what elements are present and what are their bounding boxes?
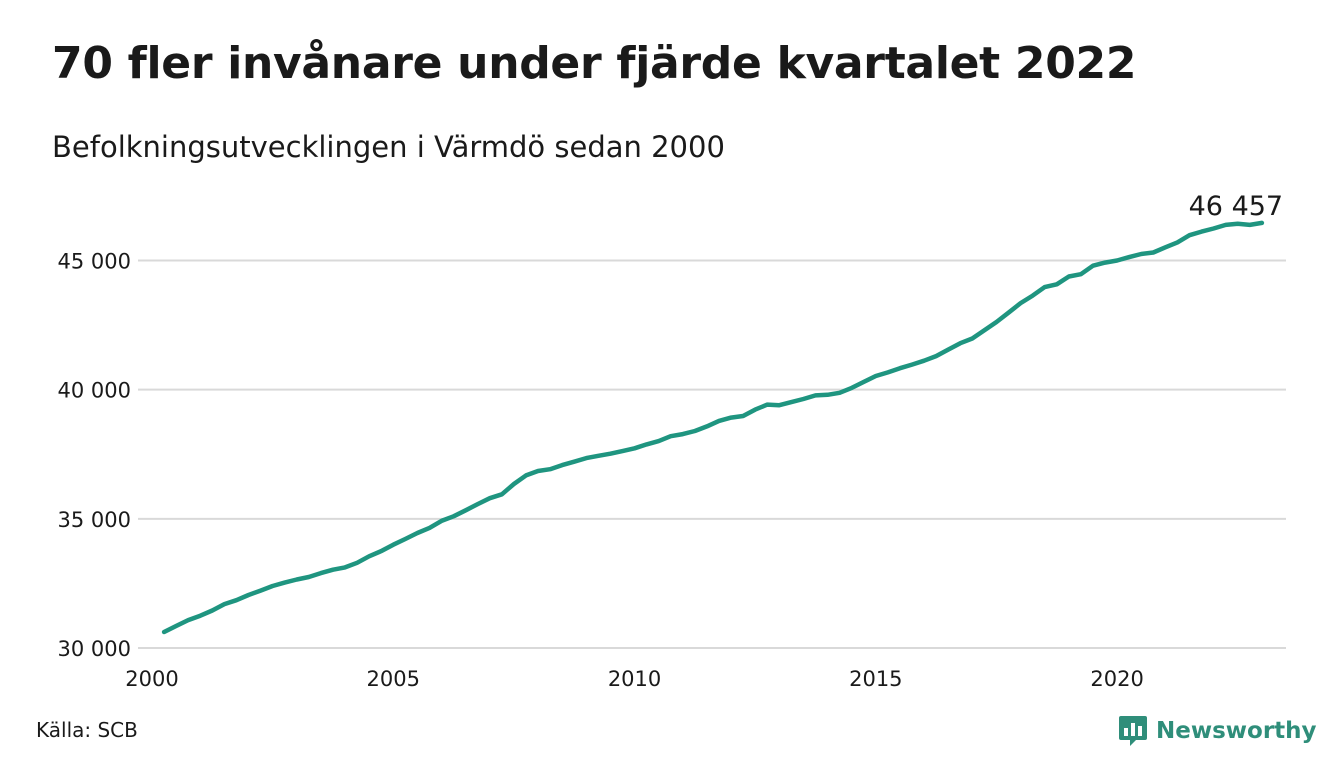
source-label: Källa: SCB (36, 718, 138, 742)
y-tick-label: 30 000 (58, 637, 131, 661)
x-tick-label: 2010 (608, 667, 661, 691)
y-tick-label: 40 000 (58, 379, 131, 403)
x-tick-label: 2000 (125, 667, 178, 691)
x-tick-label: 2020 (1090, 667, 1143, 691)
x-tick-label: 2015 (849, 667, 902, 691)
chart-subtitle: Befolkningsutvecklingen i Värmdö sedan 2… (52, 130, 725, 164)
brand-logo: Newsworthy (1118, 714, 1317, 748)
newsworthy-logo-icon (1119, 716, 1147, 746)
x-tick-label: 2005 (367, 667, 420, 691)
end-value-label: 46 457 (1189, 191, 1283, 222)
x-axis-ticks: 2000 2005 2010 2015 2020 (125, 667, 1144, 691)
population-line (161, 220, 1265, 635)
chart-title: 70 fler invånare under fjärde kvartalet … (52, 38, 1137, 89)
y-tick-label: 45 000 (58, 250, 131, 274)
grid-lines (138, 259, 1286, 649)
y-axis-ticks: 30 000 35 000 40 000 45 000 (58, 250, 131, 662)
brand-name: Newsworthy (1156, 718, 1317, 744)
y-tick-label: 35 000 (58, 508, 131, 532)
